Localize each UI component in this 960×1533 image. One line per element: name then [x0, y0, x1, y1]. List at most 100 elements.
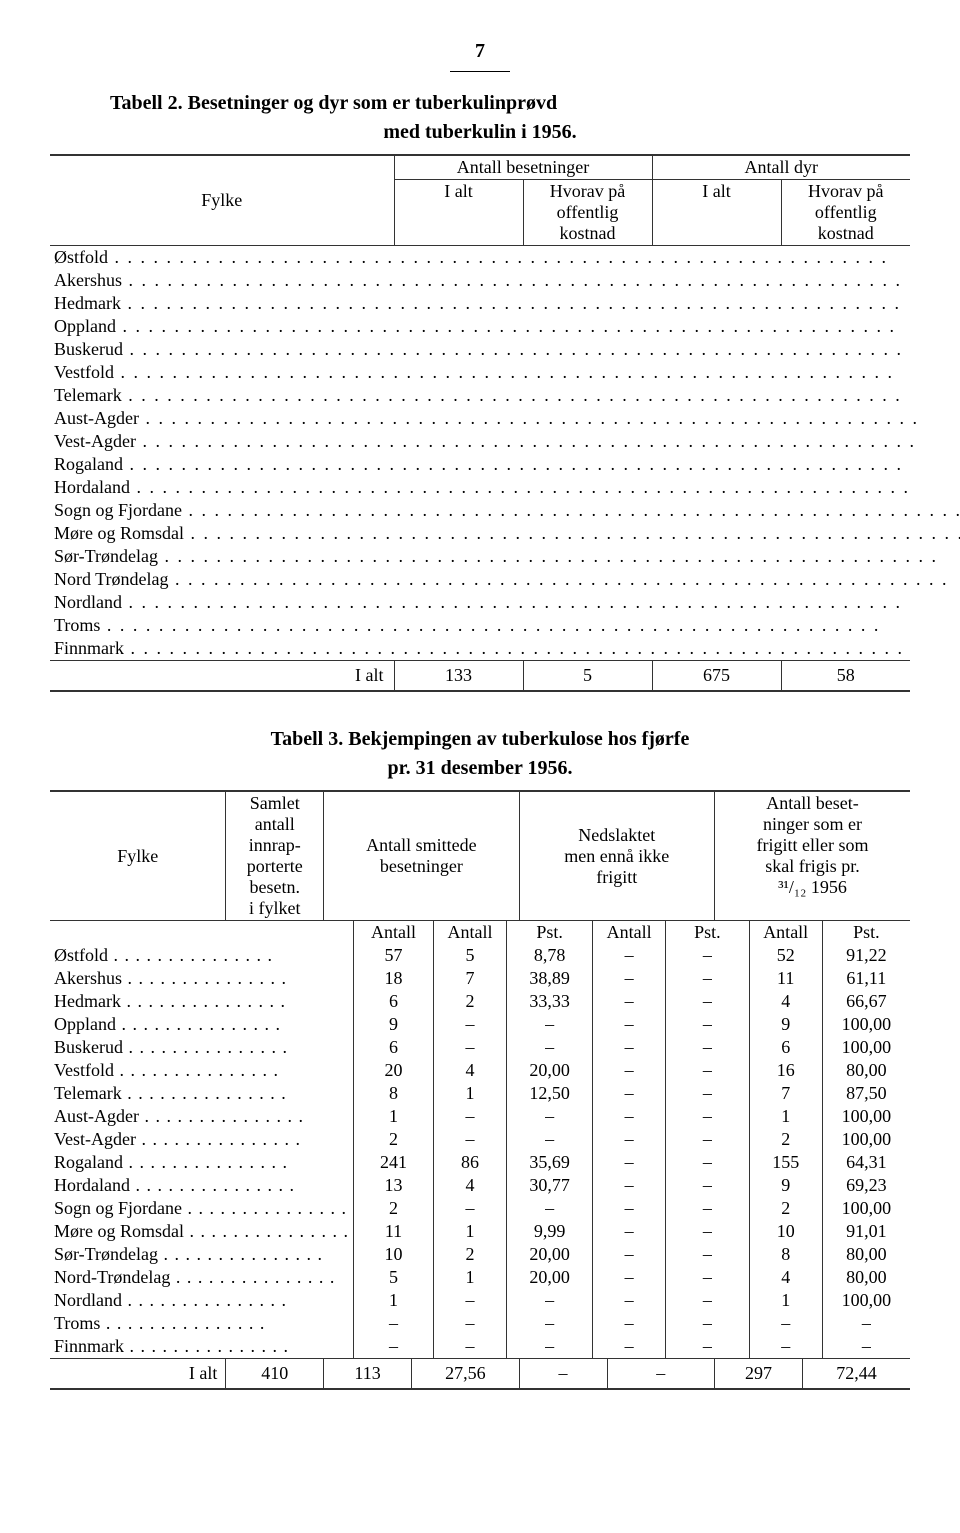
table2-cell-fylke: Vestfold [50, 361, 960, 384]
table3-cell-fylke: Aust-Agder [50, 1105, 354, 1128]
table3: Fylke Samlet antall innrap- porterte bes… [50, 792, 910, 920]
table3-cell-fylke: Nordland [50, 1289, 354, 1312]
table3-cell-sm-a: – [434, 1128, 507, 1151]
table3-cell-fylke: Finnmark [50, 1335, 354, 1358]
table3-cell-sm-a: 2 [434, 990, 507, 1013]
table3-sub-pst2: Pst. [507, 921, 593, 944]
table3-cell-samlet: 1 [354, 1105, 434, 1128]
table3-cell-samlet: 18 [354, 967, 434, 990]
table3-cell-ns-p: – [666, 1220, 750, 1243]
table3-cell-fr-a: 9 [749, 1174, 822, 1197]
table3-row: Buskerud6––––6100,00 [50, 1036, 910, 1059]
table3-cell-sm-p: – [507, 1105, 593, 1128]
table3-cell-ns-p: – [666, 990, 750, 1013]
table3-cell-ns-a: – [593, 1312, 666, 1335]
table3-total-fr-p: 72,44 [802, 1359, 910, 1388]
table3-cell-fr-p: 100,00 [822, 1105, 910, 1128]
table3-cell-ns-p: – [666, 1266, 750, 1289]
table3-cell-sm-p: 12,50 [507, 1082, 593, 1105]
table3-sub-antall1: Antall [354, 921, 434, 944]
table3-cell-samlet: 13 [354, 1174, 434, 1197]
table3-total-ns-a: – [519, 1359, 607, 1388]
table3-cell-fr-p: 61,11 [822, 967, 910, 990]
table2-row: Østfold28–293– [50, 246, 960, 269]
table3-cell-sm-a: 2 [434, 1243, 507, 1266]
table3-cell-fylke: Troms [50, 1312, 354, 1335]
table3-cell-fr-p: – [822, 1335, 910, 1358]
table3-cell-fr-p: 66,67 [822, 990, 910, 1013]
table3-row: Møre og Romsdal1119,99––1091,01 [50, 1220, 910, 1243]
table3-cell-samlet: 10 [354, 1243, 434, 1266]
table3-cell-ns-p: – [666, 944, 750, 967]
table3-cell-ns-p: – [666, 1059, 750, 1082]
table3-cell-sm-a: 4 [434, 1059, 507, 1082]
table2-header-b-ialt: I alt [394, 180, 523, 246]
table2-row: Sogn og Fjordane9–9– [50, 499, 960, 522]
table3-cell-sm-a: 1 [434, 1266, 507, 1289]
table2-row: Akershus21116618 [50, 269, 960, 292]
table3-row: Hordaland13430,77––969,23 [50, 1174, 910, 1197]
table3-cell-sm-a: 1 [434, 1082, 507, 1105]
table2-total: I alt 133 5 675 58 [50, 661, 910, 690]
table3-cell-sm-a: 86 [434, 1151, 507, 1174]
table3-row: Vest-Agder2––––2100,00 [50, 1128, 910, 1151]
table3-cell-fr-a: 6 [749, 1036, 822, 1059]
table3-cell-sm-p: – [507, 1013, 593, 1036]
table3-cell-sm-a: 4 [434, 1174, 507, 1197]
table3-cell-samlet: – [354, 1312, 434, 1335]
table3-row: Akershus18738,89––1161,11 [50, 967, 910, 990]
table3-header-nedslaktet: Nedslaktet men ennå ikke frigitt [519, 792, 714, 920]
table3-cell-fr-p: 100,00 [822, 1128, 910, 1151]
table3-cell-sm-p: – [507, 1036, 593, 1059]
table2-cell-fylke: Nordland [50, 591, 960, 614]
table3-cell-fylke: Sør-Trøndelag [50, 1243, 354, 1266]
table3-title-line1: Tabell 3. Bekjempingen av tuberkulose ho… [50, 728, 910, 751]
table2-cell-fylke: Hedmark [50, 292, 960, 315]
table3-cell-ns-a: – [593, 1289, 666, 1312]
table3-row: Vestfold20420,00––1680,00 [50, 1059, 910, 1082]
table2-cell-fylke: Sør-Trøndelag [50, 545, 960, 568]
table3-cell-fr-a: 4 [749, 1266, 822, 1289]
table2-row: Nordland111225 [50, 591, 960, 614]
table3-sub-pst4: Pst. [822, 921, 910, 944]
table3-row: Hedmark6233,33––466,67 [50, 990, 910, 1013]
table3-cell-ns-p: – [666, 1243, 750, 1266]
table3-cell-ns-p: – [666, 1335, 750, 1358]
table3-cell-samlet: 2 [354, 1128, 434, 1151]
table3-total-sm-a: 113 [324, 1359, 412, 1388]
table3-cell-sm-a: 1 [434, 1220, 507, 1243]
table3-header-fylke: Fylke [50, 792, 226, 920]
table3-sub-antall4: Antall [749, 921, 822, 944]
table3-cell-fr-a: 52 [749, 944, 822, 967]
table3-row: Nord-Trøndelag5120,00––480,00 [50, 1266, 910, 1289]
table2-row: Rogaland4–6– [50, 453, 960, 476]
table2-total-d-ialt: 675 [652, 661, 781, 690]
table3-cell-sm-p: – [507, 1312, 593, 1335]
table3-cell-ns-a: – [593, 1266, 666, 1289]
table3-cell-samlet: 2 [354, 1197, 434, 1220]
table3-cell-ns-p: – [666, 967, 750, 990]
table3-cell-fylke: Nord-Trøndelag [50, 1266, 354, 1289]
page-number-underline [450, 71, 510, 72]
table3-cell-fr-p: 100,00 [822, 1289, 910, 1312]
table3-cell-ns-a: – [593, 1174, 666, 1197]
table3-cell-fylke: Vest-Agder [50, 1128, 354, 1151]
table3-cell-sm-p: 38,89 [507, 967, 593, 990]
table3-total-row: I alt 410 113 27,56 – – 297 72,44 [50, 1359, 910, 1388]
table3-total-label: I alt [50, 1359, 226, 1388]
table2-row: Sør-Trøndelag3–3– [50, 545, 960, 568]
table3-cell-samlet: 9 [354, 1013, 434, 1036]
table3-cell-fylke: Sogn og Fjordane [50, 1197, 354, 1220]
table3-cell-ns-a: – [593, 1059, 666, 1082]
table2-cell-fylke: Oppland [50, 315, 960, 338]
table3-cell-samlet: 241 [354, 1151, 434, 1174]
table3-total: I alt 410 113 27,56 – – 297 72,44 [50, 1359, 910, 1388]
table3-cell-samlet: 1 [354, 1289, 434, 1312]
table3-cell-ns-a: – [593, 990, 666, 1013]
table2-cell-fylke: Vest-Agder [50, 430, 960, 453]
table3-cell-sm-p: 20,00 [507, 1059, 593, 1082]
table3-cell-ns-a: – [593, 1151, 666, 1174]
table3-cell-ns-p: – [666, 1312, 750, 1335]
table3-cell-fylke: Møre og Romsdal [50, 1220, 354, 1243]
table3-cell-fr-a: 4 [749, 990, 822, 1013]
